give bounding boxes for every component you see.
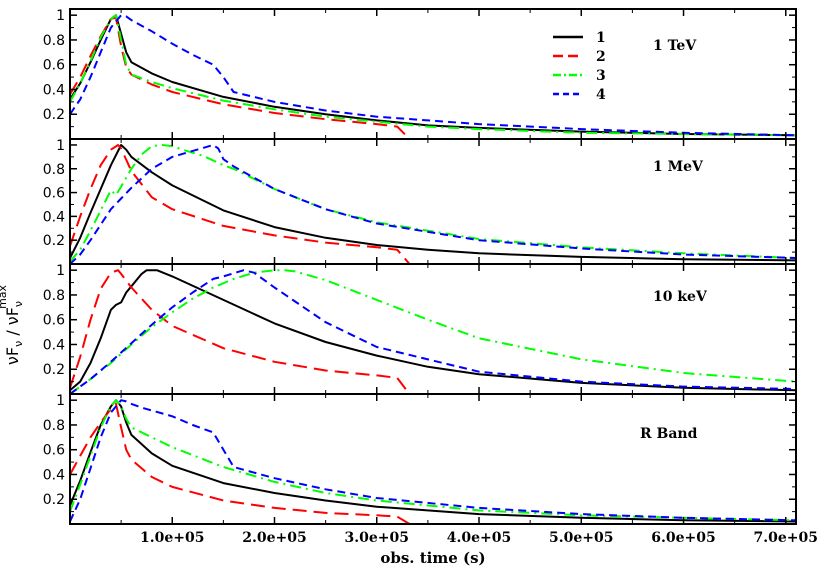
labels-layer: 1.0e+05 2.0e+05 3.0e+05 4.0e+05 5.0e+05 6.0e+… bbox=[0, 284, 818, 567]
series-group bbox=[70, 144, 796, 264]
series-line-1 bbox=[70, 144, 796, 262]
x-tick-label: 1.0e+05 bbox=[140, 530, 204, 546]
legend-label: 3 bbox=[596, 68, 606, 84]
panel-label: 1 TeV bbox=[653, 38, 697, 54]
series-line-3 bbox=[70, 269, 796, 394]
series-line-4 bbox=[70, 144, 796, 264]
legend: 1 2 3 4 bbox=[553, 30, 606, 103]
series-line-2 bbox=[70, 402, 411, 524]
panel-4: 0.2 0.4 0.6 0.8 1 R Band bbox=[43, 393, 797, 525]
y-tick-label: 0.8 bbox=[43, 288, 65, 304]
series-line-1 bbox=[70, 399, 796, 523]
y-tick-label: 0.6 bbox=[43, 443, 65, 459]
y-tick-label: 0.6 bbox=[43, 58, 65, 74]
series-line-1 bbox=[70, 269, 796, 392]
legend-label: 1 bbox=[596, 30, 606, 46]
series-line-2 bbox=[70, 16, 411, 139]
series-group bbox=[70, 269, 796, 394]
series-line-2 bbox=[70, 269, 411, 394]
y-tick-label: 0.6 bbox=[43, 186, 65, 202]
y-tick-label: 0.2 bbox=[43, 492, 65, 508]
y-tick-label: 0.8 bbox=[43, 33, 65, 49]
y-tick-label: 1 bbox=[56, 8, 65, 24]
x-tick-label: 2.0e+05 bbox=[242, 530, 306, 546]
x-tick-label: 3.0e+05 bbox=[345, 530, 409, 546]
series-line-3 bbox=[70, 399, 796, 522]
series-line-4 bbox=[70, 399, 796, 522]
y-tick-label: 0.8 bbox=[43, 162, 65, 178]
panel-3: 0.2 0.4 0.6 0.8 1 10 keV bbox=[43, 263, 797, 395]
y-tick-label: 0.2 bbox=[43, 107, 65, 123]
legend-item-3: 3 bbox=[553, 68, 606, 84]
legend-label: 4 bbox=[596, 87, 606, 103]
y-tick-label: 1 bbox=[56, 393, 65, 409]
series-line-4 bbox=[70, 14, 796, 137]
y-tick-label: 0.4 bbox=[43, 209, 65, 225]
panel-frame bbox=[69, 138, 797, 265]
y-tick-label: 0.2 bbox=[43, 233, 65, 249]
panel-1: 0.2 0.4 0.6 0.8 1 1 TeV bbox=[43, 8, 797, 140]
legend-label: 2 bbox=[596, 49, 606, 65]
y-tick-label: 0.4 bbox=[43, 337, 65, 353]
x-tick-label: 7.0e+05 bbox=[754, 530, 818, 546]
x-tick-label: 5.0e+05 bbox=[549, 530, 613, 546]
panel-frame bbox=[69, 8, 797, 140]
y-tick-label: 0.2 bbox=[43, 362, 65, 378]
series-group bbox=[70, 14, 796, 139]
panel-label: 1 MeV bbox=[653, 159, 704, 175]
panel-2: 0.2 0.4 0.6 0.8 1 1 MeV bbox=[43, 138, 797, 265]
series-line-2 bbox=[70, 144, 411, 264]
legend-item-4: 4 bbox=[553, 87, 606, 103]
x-tick-label: 4.0e+05 bbox=[447, 530, 511, 546]
y-tick-label: 1 bbox=[56, 138, 65, 154]
y-tick-label: 0.8 bbox=[43, 418, 65, 434]
y-tick-label: 1 bbox=[56, 263, 65, 279]
panel-frame bbox=[69, 393, 797, 525]
legend-item-2: 2 bbox=[553, 49, 606, 65]
legend-item-1: 1 bbox=[553, 30, 606, 46]
y-axis-title: νFν / νFνmax bbox=[0, 284, 25, 365]
x-axis-title: obs. time (s) bbox=[380, 549, 485, 567]
y-tick-label: 0.4 bbox=[43, 82, 65, 98]
y-tick-label: 0.6 bbox=[43, 313, 65, 329]
panel-label: 10 keV bbox=[653, 289, 708, 305]
panel-label: R Band bbox=[640, 426, 698, 442]
series-line-3 bbox=[70, 144, 796, 263]
x-tick-label: 6.0e+05 bbox=[651, 530, 715, 546]
series-line-1 bbox=[70, 14, 796, 137]
series-group bbox=[70, 399, 796, 524]
y-tick-label: 0.4 bbox=[43, 467, 65, 483]
series-line-3 bbox=[70, 14, 796, 137]
